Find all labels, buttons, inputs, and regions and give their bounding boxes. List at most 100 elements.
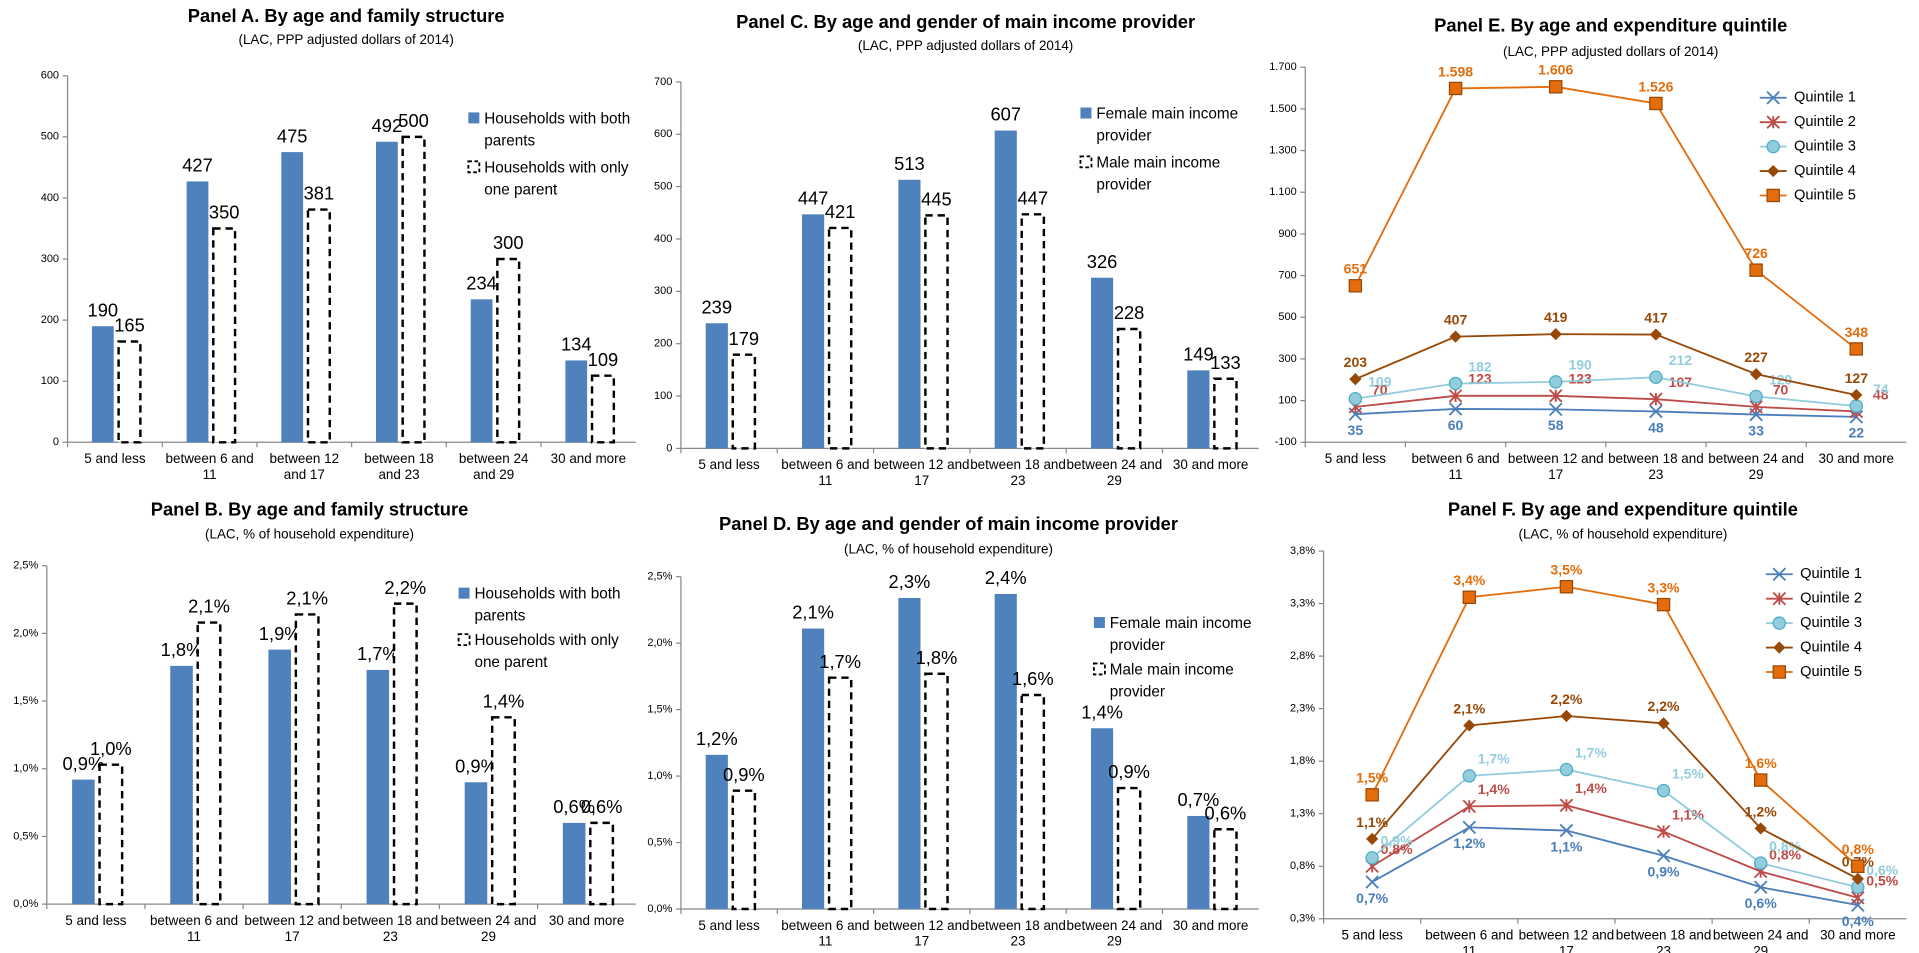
data-label: 123 — [1568, 371, 1592, 387]
marker — [1851, 859, 1865, 873]
marker — [1366, 832, 1379, 846]
x-tick-label: between 6 and 11 — [165, 452, 254, 483]
chart-subtitle: (LAC, PPP adjusted dollars of 2014) — [1503, 44, 1718, 59]
data-label: 2,1% — [286, 588, 328, 609]
y-tick-label: 2,0% — [647, 637, 672, 649]
marker — [1348, 392, 1363, 406]
chart-subtitle: (LAC, PPP adjusted dollars of 2014) — [858, 38, 1073, 53]
data-label: 109 — [1368, 374, 1392, 390]
legend-swatch — [468, 112, 480, 124]
data-label: 1,8% — [161, 639, 203, 660]
y-tick-label: 300 — [654, 285, 672, 297]
x-tick-label: between 6 and 11 — [781, 458, 870, 489]
legend-label: Quintile 3 — [1794, 138, 1856, 154]
x-tick-label: between 6 and 11 — [149, 913, 239, 945]
bar — [1020, 213, 1046, 450]
y-tick-label: 100 — [41, 375, 59, 387]
marker — [1767, 164, 1780, 178]
bar — [924, 672, 949, 911]
marker — [1849, 342, 1864, 356]
line — [1371, 585, 1859, 867]
data-label: 1,4% — [1478, 781, 1511, 797]
marker — [1649, 370, 1663, 384]
legend-label: Quintile 5 — [1800, 664, 1862, 680]
bar — [731, 353, 757, 450]
y-tick-label: 1,8% — [1290, 755, 1315, 767]
data-label: 1,1% — [1356, 814, 1389, 830]
x-tick-label-box: between 18 and 23 — [364, 452, 434, 483]
bar — [802, 214, 825, 449]
marker — [1559, 798, 1574, 813]
x-tick-label: between 12 and 17 — [873, 918, 970, 950]
data-label: 607 — [990, 104, 1021, 125]
x-tick-label: 30 and more — [548, 913, 625, 929]
x-tick-label: between 18 and 23 — [364, 452, 434, 483]
marker — [1656, 783, 1671, 798]
line — [1371, 804, 1859, 899]
marker — [1753, 880, 1768, 895]
x-tick-label: 5 and less — [698, 458, 760, 473]
data-label: 1,1% — [1550, 838, 1583, 854]
bar — [212, 227, 237, 444]
data-label: 48 — [1648, 419, 1664, 435]
y-tick-label: 400 — [654, 233, 672, 245]
x-tick-label-box: 5 and less — [84, 452, 145, 467]
data-label: 381 — [304, 183, 335, 204]
legend-label-box: Households with only one parent — [484, 158, 629, 198]
legend-label: Quintile 5 — [1794, 187, 1856, 203]
bar — [1090, 277, 1114, 449]
line — [1355, 376, 1857, 407]
marker — [1559, 580, 1574, 594]
x-tick-label-box: 30 and more — [548, 913, 625, 929]
data-label: 447 — [798, 188, 829, 209]
bar — [91, 326, 114, 443]
bar — [1213, 828, 1238, 911]
marker — [1462, 590, 1477, 604]
bar — [827, 226, 853, 450]
legend-label-box: Male main income provider — [1110, 661, 1234, 700]
legend-label: Female main income provider — [1096, 105, 1239, 145]
data-label: 0,6% — [1866, 862, 1899, 878]
data-label: 127 — [1845, 370, 1869, 386]
bar — [994, 593, 1017, 910]
marker — [1766, 188, 1780, 203]
marker — [1560, 709, 1573, 723]
legend-swatch — [1079, 155, 1093, 169]
marker — [1772, 616, 1787, 630]
data-label: 0,5% — [1866, 873, 1899, 889]
data-label: 2,2% — [1550, 691, 1583, 707]
y-tick-label: 1,5% — [647, 704, 672, 716]
data-label: 1,6% — [1012, 668, 1054, 689]
legend-label: Households with only one parent — [484, 158, 629, 198]
y-tick-label: 500 — [654, 180, 672, 192]
marker — [1549, 375, 1563, 389]
chart-title: Panel A. By age and family structure — [188, 5, 505, 26]
marker — [1559, 823, 1574, 838]
data-label: 182 — [1468, 358, 1492, 374]
x-tick-label-box: between 6 and 11 — [1411, 452, 1499, 483]
y-tick-label: 2,0% — [13, 627, 38, 639]
bar — [496, 257, 521, 444]
data-label: 445 — [921, 189, 952, 210]
marker — [1772, 591, 1787, 606]
y-tick-label: 0,5% — [13, 830, 38, 842]
chart-subtitle: (LAC, % of household expenditure) — [205, 527, 414, 542]
x-tick-label: 5 and less — [65, 913, 127, 929]
bar — [1187, 815, 1210, 910]
data-label: 212 — [1669, 352, 1693, 368]
marker — [1750, 368, 1763, 381]
y-tick-label: 3,8% — [1290, 545, 1315, 557]
data-label: 0,9% — [1381, 833, 1414, 849]
bar — [470, 299, 493, 443]
x-tick-label-box: between 12 and 17 — [1508, 452, 1604, 483]
x-tick-label-box: between 18 and 23 — [1608, 452, 1704, 483]
data-label: 0,6% — [1205, 802, 1247, 823]
chart-title: Panel E. By age and expenditure quintile — [1434, 15, 1787, 36]
data-label: 407 — [1444, 311, 1468, 327]
legend-label: Male main income provider — [1096, 153, 1221, 194]
data-label: 1,8% — [916, 647, 958, 668]
y-tick-label: 300 — [41, 253, 59, 265]
legend-label: Households with only one parent — [474, 631, 619, 671]
y-tick-label: -100 — [1275, 436, 1297, 448]
